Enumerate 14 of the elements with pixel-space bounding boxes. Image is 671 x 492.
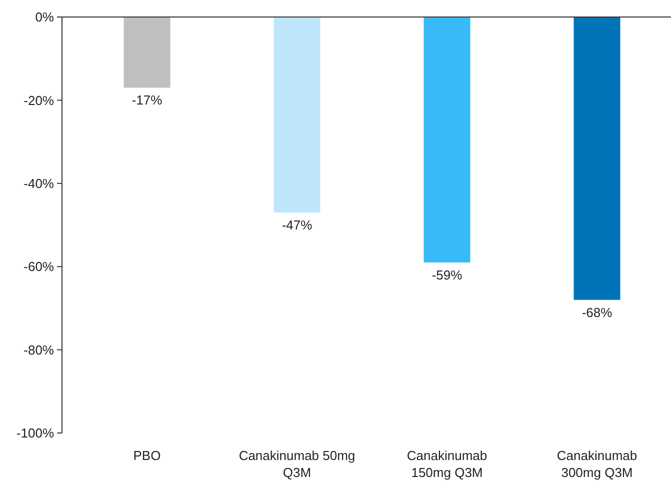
data-label: -68%: [582, 304, 613, 320]
x-tick-label: Canakinumab 50mg Q3M: [238, 448, 356, 480]
data-label: -59%: [432, 267, 463, 282]
x-tick-label: PBO: [133, 448, 161, 463]
y-tick-label: -40%: [24, 176, 54, 191]
x-tick-label: Canakinumab 300mg Q3M: [556, 448, 638, 480]
y-tick-label: -80%: [24, 342, 54, 358]
y-tick-label: -100%: [16, 426, 54, 441]
y-tick-label: -60%: [24, 259, 54, 274]
x-tick-label: Canakinumab 150mg Q3M: [406, 448, 488, 480]
y-tick-label: 0%: [35, 10, 54, 25]
data-label: -17%: [132, 92, 163, 108]
data-label: -47%: [282, 218, 313, 233]
y-tick-label: -20%: [24, 92, 54, 108]
